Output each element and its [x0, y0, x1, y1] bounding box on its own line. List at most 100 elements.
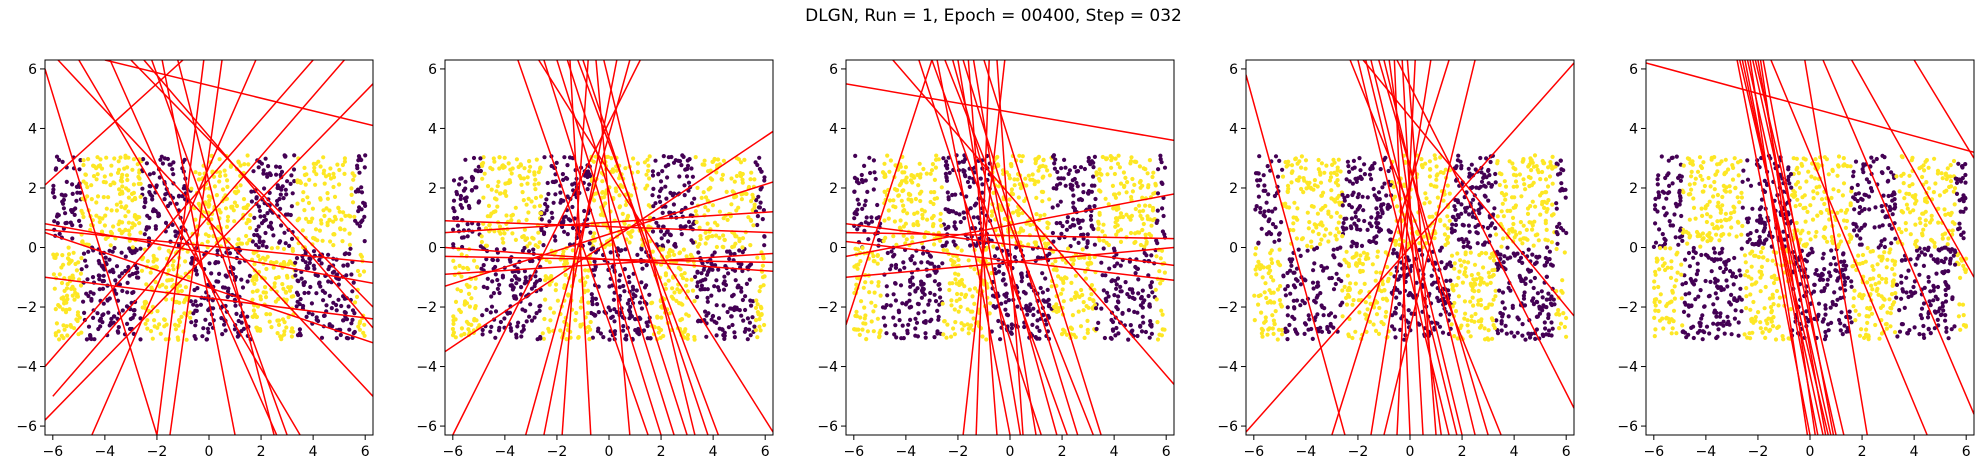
data-point [886, 216, 891, 221]
data-point [748, 177, 753, 182]
data-point [1550, 202, 1555, 207]
data-point [631, 156, 636, 161]
data-point [1125, 292, 1130, 297]
data-point [117, 282, 123, 287]
data-point [1054, 221, 1059, 226]
data-point [70, 182, 75, 187]
data-point [564, 175, 569, 181]
data-point [333, 217, 338, 222]
data-point [970, 309, 975, 314]
data-point [952, 224, 957, 229]
data-point [510, 284, 515, 289]
data-point [1142, 244, 1147, 249]
data-point [1040, 290, 1045, 295]
data-point [352, 300, 358, 305]
data-point [1512, 235, 1517, 240]
data-point [1306, 327, 1311, 332]
data-point [148, 329, 154, 334]
data-point [553, 179, 559, 184]
data-point [921, 251, 926, 256]
data-point [876, 283, 881, 288]
data-point [702, 158, 707, 163]
data-point [321, 313, 327, 318]
data-point [1299, 186, 1304, 192]
data-point [746, 184, 752, 190]
data-point [543, 201, 548, 207]
data-point [682, 183, 687, 188]
data-point [150, 197, 155, 202]
data-point [245, 153, 250, 158]
data-point [855, 197, 860, 202]
data-point [686, 180, 692, 185]
data-point [268, 172, 273, 178]
data-point [175, 335, 180, 340]
x-tick-label: −2 [948, 444, 969, 460]
data-point [290, 191, 295, 196]
data-point [356, 158, 361, 163]
data-point [1376, 190, 1382, 195]
data-point [1151, 170, 1156, 175]
data-point [980, 334, 985, 339]
data-point [327, 208, 332, 213]
data-point [92, 337, 97, 342]
data-point [1117, 191, 1122, 196]
data-point [907, 298, 912, 303]
data-point [1538, 212, 1543, 217]
data-point [516, 219, 521, 224]
data-point [929, 190, 934, 195]
hyperplane-line [169, 60, 223, 435]
data-point [921, 245, 926, 250]
data-point [290, 326, 295, 331]
data-point [1072, 236, 1077, 241]
data-point [666, 278, 671, 283]
data-point [1071, 262, 1076, 267]
data-point [966, 331, 971, 336]
data-point [321, 208, 326, 213]
data-point [913, 196, 919, 202]
data-point [260, 243, 265, 248]
data-point [233, 275, 238, 280]
data-point [1114, 286, 1119, 291]
data-point [717, 235, 722, 240]
data-point [147, 183, 152, 189]
data-point [1110, 278, 1115, 283]
data-point [484, 243, 490, 248]
data-point [1162, 270, 1167, 275]
data-point [282, 332, 287, 337]
data-point [1515, 315, 1520, 320]
data-point [628, 304, 633, 309]
data-point [969, 323, 974, 328]
data-point [1254, 204, 1259, 209]
data-point [106, 310, 111, 315]
data-point [326, 267, 331, 272]
data-point [852, 189, 857, 194]
data-point [529, 286, 535, 291]
data-point [217, 173, 223, 179]
data-point [538, 194, 544, 199]
data-point [1373, 278, 1378, 283]
data-point [680, 276, 686, 281]
data-point [325, 191, 330, 196]
data-point [123, 153, 128, 158]
data-point [873, 303, 878, 309]
data-point [860, 206, 865, 211]
data-point [710, 234, 715, 239]
data-point [294, 304, 299, 309]
data-point [275, 185, 280, 191]
hyperplane-line [566, 60, 688, 435]
data-point [646, 168, 651, 173]
data-point [654, 220, 659, 225]
data-point [225, 289, 231, 294]
data-point [578, 305, 583, 310]
data-point [124, 173, 130, 178]
data-point [607, 284, 612, 289]
data-point [219, 316, 224, 321]
data-point [1346, 164, 1351, 169]
data-point [57, 272, 62, 277]
data-point [617, 285, 622, 290]
data-point [1091, 160, 1096, 165]
data-point [263, 295, 269, 300]
data-point [341, 263, 346, 268]
data-point [732, 330, 737, 335]
data-point [588, 327, 593, 332]
